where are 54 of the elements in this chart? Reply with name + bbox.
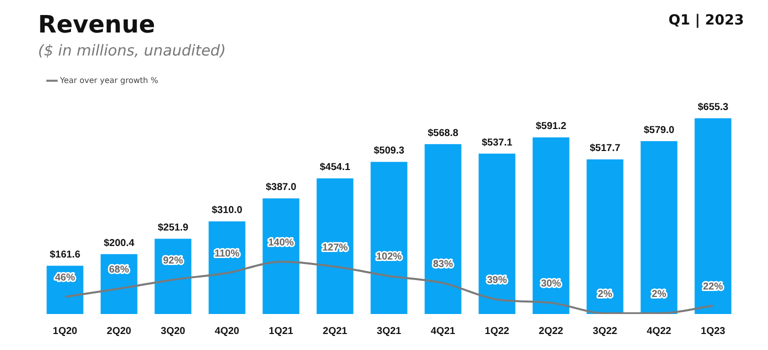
chart-title: Revenue bbox=[38, 10, 156, 39]
bar bbox=[370, 162, 408, 314]
x-tick-label: 2Q21 bbox=[322, 326, 348, 337]
data-label: $161.6 bbox=[50, 249, 81, 260]
data-label: $517.7 bbox=[590, 143, 621, 154]
bar bbox=[424, 144, 462, 314]
legend-label: Year over year growth % bbox=[59, 76, 159, 85]
bar bbox=[262, 198, 300, 314]
data-label: $537.1 bbox=[482, 137, 513, 148]
data-label: $387.0 bbox=[266, 182, 297, 194]
bar bbox=[694, 118, 732, 314]
data-label: 68% bbox=[108, 264, 130, 276]
data-label: $310.0 bbox=[212, 205, 243, 216]
data-label: 2% bbox=[598, 289, 612, 300]
data-label: $568.8 bbox=[428, 128, 459, 139]
x-tick-label: 1Q23 bbox=[700, 326, 726, 337]
x-tick-label: 1Q22 bbox=[484, 326, 510, 337]
data-label: 92% bbox=[162, 255, 184, 266]
bar bbox=[208, 221, 246, 314]
data-label: $251.9 bbox=[158, 222, 189, 234]
bar bbox=[478, 154, 516, 314]
bar bbox=[154, 238, 192, 314]
x-tick-label: 3Q22 bbox=[592, 326, 618, 337]
data-label: 83% bbox=[432, 258, 454, 270]
data-label: 2% bbox=[652, 289, 666, 300]
chart-subtitle: ($ in millions, unaudited) bbox=[38, 42, 226, 60]
data-label: 30% bbox=[540, 278, 562, 290]
x-tick-label: 3Q21 bbox=[376, 326, 402, 337]
x-tick-label: 3Q20 bbox=[160, 326, 186, 337]
data-label: $509.3 bbox=[374, 146, 405, 157]
x-tick-label: 1Q20 bbox=[52, 326, 78, 337]
bar bbox=[532, 137, 570, 314]
data-label: 22% bbox=[702, 282, 724, 293]
data-label: $591.2 bbox=[536, 121, 567, 132]
x-tick-label: 4Q21 bbox=[430, 326, 456, 337]
x-tick-label: 4Q22 bbox=[646, 326, 672, 337]
text: Q1 | 2023 bbox=[668, 12, 744, 29]
data-label: 39% bbox=[486, 275, 508, 286]
x-tick-label: 4Q20 bbox=[214, 326, 240, 337]
data-label: 102% bbox=[376, 252, 402, 263]
data-label: $454.1 bbox=[320, 162, 351, 174]
data-label: 127% bbox=[322, 242, 348, 254]
data-label: 110% bbox=[214, 248, 240, 260]
bar bbox=[586, 159, 624, 314]
x-tick-label: 1Q21 bbox=[268, 326, 294, 337]
bar bbox=[316, 178, 354, 314]
x-tick-label: 2Q20 bbox=[106, 326, 132, 337]
data-label: $655.3 bbox=[698, 102, 729, 114]
x-tick-label: 2Q22 bbox=[538, 326, 564, 337]
data-label: $579.0 bbox=[644, 124, 675, 136]
data-label: 140% bbox=[268, 238, 294, 249]
data-label: $200.4 bbox=[104, 238, 135, 249]
bar bbox=[640, 141, 678, 314]
data-label: 46% bbox=[54, 272, 76, 284]
